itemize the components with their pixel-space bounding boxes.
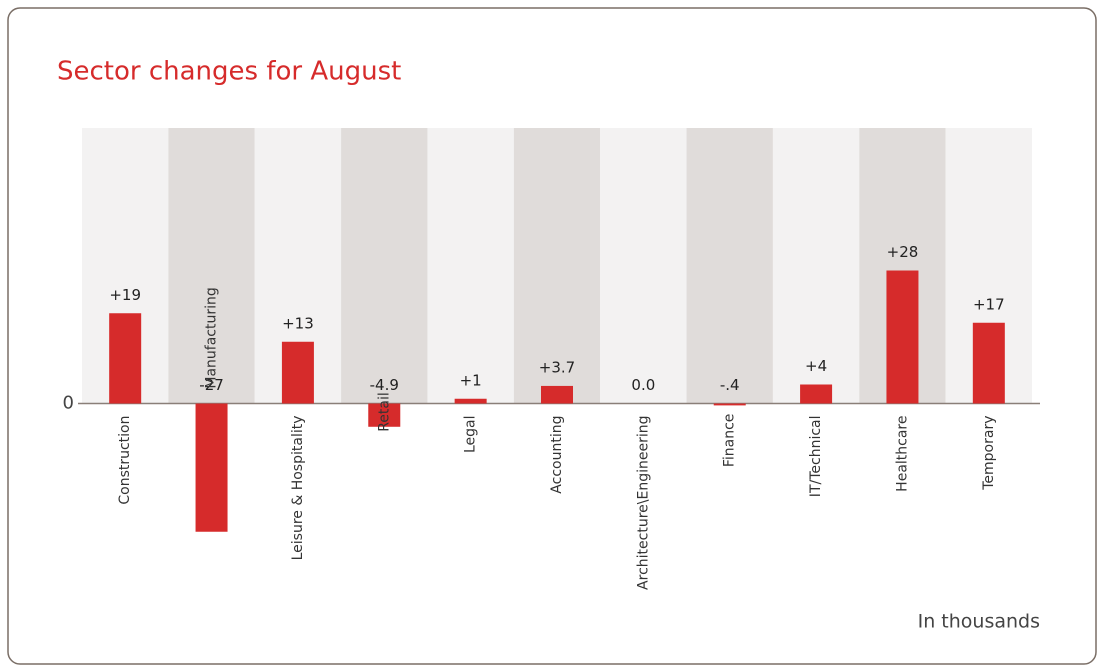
x-tick-label: Accounting [549,416,565,494]
column-stripe [600,128,687,404]
column-stripe [513,128,601,404]
bar [368,403,401,427]
value-label: +13 [282,314,314,332]
bar [109,313,142,404]
value-label: +28 [887,243,919,261]
bar [195,403,228,532]
x-tick-label: Leisure & Hospitality [290,416,306,561]
bar [454,398,487,404]
x-tick-label: IT/Technical [808,416,824,498]
value-label: +1 [460,371,482,389]
bar [886,270,919,404]
background-stripes [82,128,1032,404]
chart-title: Sector changes for August [57,57,401,87]
x-tick-label: Healthcare [894,416,910,492]
x-tick-label: Construction [117,416,133,505]
x-tick-label: Legal [463,416,479,454]
value-label: +17 [973,295,1005,313]
bar [541,385,573,404]
column-stripe [341,128,428,404]
x-tick-label: Finance [722,414,738,468]
value-label: +3.7 [539,358,575,376]
value-label: -27 [199,376,224,394]
x-tick-label: Temporary [981,416,997,491]
column-stripe [772,128,860,404]
x-tick-label: Architecture\Engineering [635,416,651,590]
value-label: +4 [805,357,827,375]
bar [713,403,746,406]
value-label: -.4 [720,376,740,394]
column-stripe [427,128,514,404]
x-tick-label: Retail [376,392,392,432]
column-stripe [168,128,255,404]
y-tick-label: 0 [63,393,74,414]
bar [972,322,1005,404]
value-label: -4.9 [370,376,399,394]
bar [800,384,833,404]
value-label: +19 [109,286,141,304]
x-tick-label: Manufacturing [204,287,220,388]
column-stripe [686,128,773,404]
value-label: 0.0 [631,376,655,394]
bar [281,341,314,404]
annotation: In thousands [918,611,1040,633]
